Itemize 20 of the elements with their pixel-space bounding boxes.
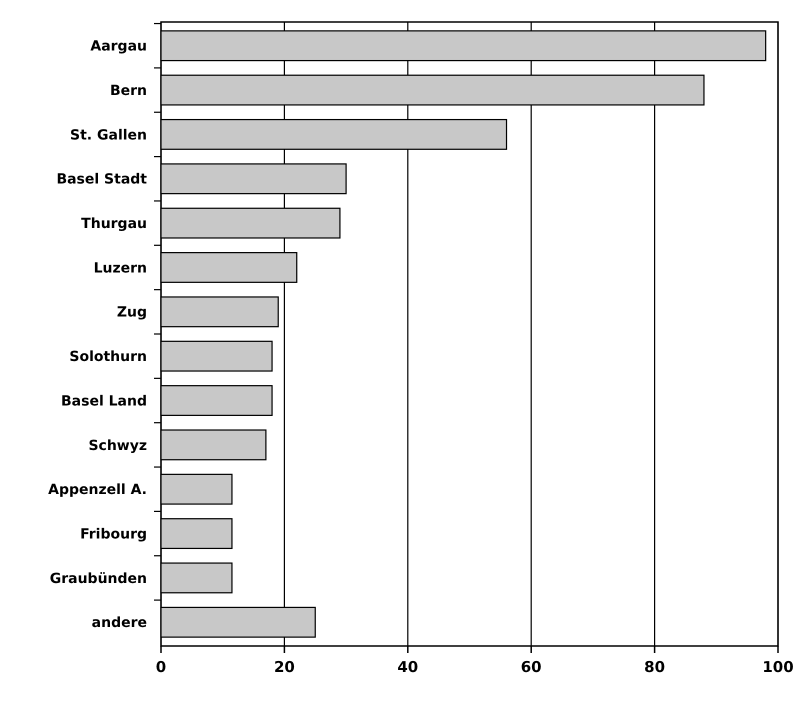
y-tick-label: Thurgau [81,216,147,232]
y-tick-label: Graubünden [50,570,147,587]
y-tick-label: Luzern [94,260,147,276]
y-tick-label: andere [92,615,147,632]
x-tick-label: 40 [397,658,418,676]
y-tick-label: Schwyz [88,438,147,454]
x-tick-label: 60 [520,658,542,676]
x-tick-label: 80 [644,658,666,676]
y-tick-label: Fribourg [80,526,147,542]
y-tick-label: Appenzell A. [48,482,147,498]
y-tick-label: Basel Stadt [56,172,148,188]
y-tick-label: St. Gallen [70,127,147,144]
x-tick-label: 100 [762,658,794,676]
x-tick-label: 20 [274,658,295,676]
x-tick-label: 0 [156,658,166,676]
y-tick-label: Solothurn [69,349,147,366]
y-tick-label: Bern [110,82,147,99]
y-tick-label: Basel Land [61,393,147,410]
y-tick-label: Zug [116,304,147,321]
y-tick-label: Aargau [90,38,147,55]
